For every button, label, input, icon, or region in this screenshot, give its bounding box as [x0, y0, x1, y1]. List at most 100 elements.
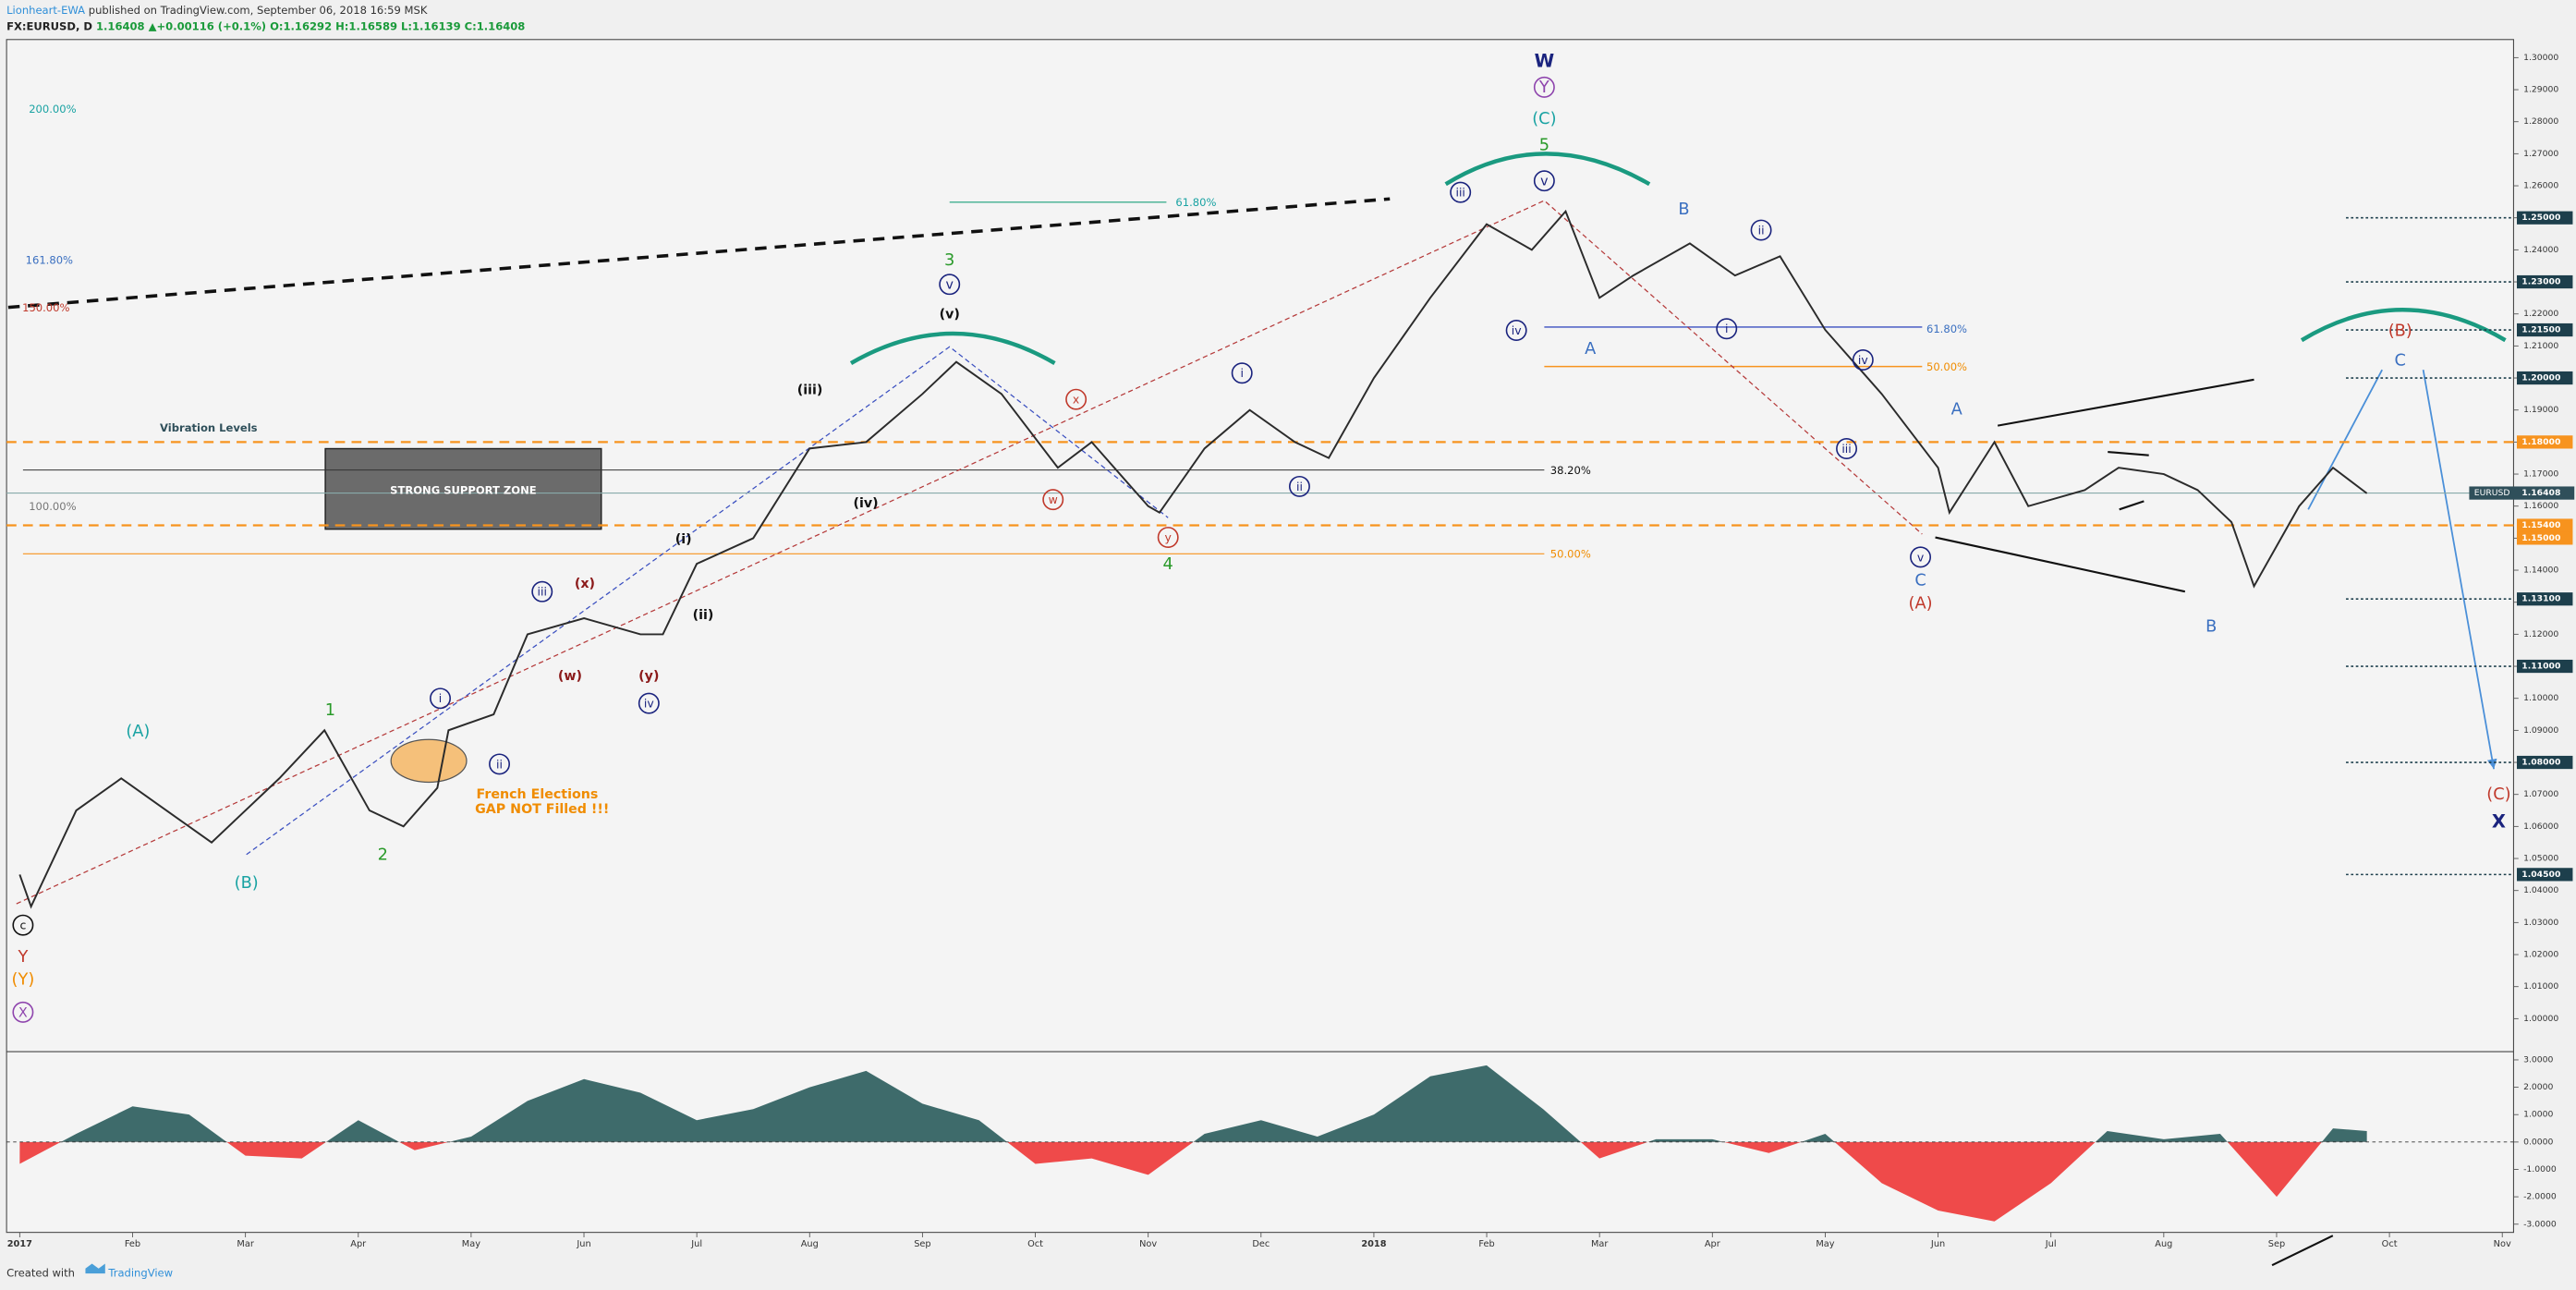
annotation: X: [18, 1005, 28, 1020]
level-box: [2516, 371, 2573, 385]
wave-circle: [1042, 489, 1064, 511]
wave-circle: [1450, 181, 1472, 203]
annotation: iii: [1456, 186, 1465, 200]
drawings: [7, 152, 2506, 1267]
wave-circle: [12, 914, 34, 936]
level-label: 1.20000: [2521, 373, 2560, 383]
x-tick-label: 2017: [7, 1239, 32, 1249]
annotation: iii: [538, 585, 547, 599]
x-tick-label: Nov: [2494, 1239, 2511, 1249]
annotation: x: [1073, 393, 1079, 407]
x-tick-label: Jun: [1930, 1239, 1945, 1249]
annotation: A: [1951, 400, 1962, 420]
level-label: 1.15400: [2521, 520, 2560, 530]
wave-circle: [1065, 388, 1088, 410]
level-label: 1.15000: [2521, 533, 2560, 543]
annotation: (B): [235, 873, 259, 893]
x-tick-label: Aug: [801, 1239, 819, 1249]
annotation: (i): [675, 532, 692, 547]
annotation: (A): [126, 722, 150, 741]
y-tick-label: 1.12000: [2523, 629, 2558, 639]
y-tick-label: -3.0000: [2523, 1219, 2557, 1229]
author[interactable]: Lionheart-EWA: [6, 3, 85, 16]
projection-arrow: [2307, 369, 2494, 769]
y-tick-label: 1.17000: [2523, 469, 2558, 480]
y-tick-label: 1.14000: [2523, 566, 2558, 576]
annotation: 161.80%: [26, 253, 73, 266]
annotation: C: [2395, 350, 2406, 370]
wave-circle: [1716, 318, 1738, 340]
x-tick-label: Aug: [2155, 1239, 2172, 1249]
y-tick-label: 1.24000: [2523, 245, 2558, 255]
y-tick-label: 1.04000: [2523, 885, 2558, 895]
annotation: (y): [638, 669, 659, 684]
annotation: (w): [558, 669, 582, 684]
trend-line: [7, 197, 1391, 310]
level-label: 1.08000: [2521, 758, 2560, 768]
annotation: 150.00%: [22, 301, 69, 314]
annotation: W: [1535, 50, 1555, 71]
annotation: v: [1540, 175, 1548, 189]
level-box: [2516, 518, 2573, 532]
wave-circle: [12, 1001, 34, 1023]
wedge-line: [1935, 378, 2334, 1267]
annotation: v: [1917, 550, 1924, 564]
y-tick-label: 1.22000: [2523, 309, 2558, 319]
y-tick-label: 1.27000: [2523, 149, 2558, 159]
annotation: iv: [1858, 353, 1868, 367]
created-with: Created with: [6, 1267, 75, 1280]
level-box: [2516, 531, 2573, 545]
annotation: v: [946, 278, 954, 293]
level-box: [2516, 592, 2573, 606]
x-tick-label: May: [462, 1239, 480, 1249]
annotation: 200.00%: [29, 103, 76, 116]
header: Lionheart-EWA published on TradingView.c…: [6, 3, 525, 32]
last-price-box: [2469, 486, 2575, 500]
annotation: (B): [2388, 321, 2412, 340]
annotation: (A): [1909, 594, 1933, 614]
level-label: 1.04500: [2521, 870, 2560, 880]
x-tick-label: Jul: [690, 1239, 702, 1249]
annotation: C: [1914, 571, 1926, 590]
annotation: Y: [17, 947, 28, 967]
y-tick-label: 1.01000: [2523, 981, 2558, 992]
level-label: 1.25000: [2521, 213, 2560, 223]
annotation: STRONG SUPPORT ZONE: [390, 483, 537, 496]
y-tick-label: 1.03000: [2523, 918, 2558, 928]
level-label: 1.18000: [2521, 437, 2560, 447]
brand[interactable]: TradingView: [107, 1267, 173, 1280]
y-tick-label: 1.07000: [2523, 789, 2558, 799]
y-tick-label: 1.30000: [2523, 53, 2558, 63]
wave-circle: [430, 688, 451, 710]
x-tick-label: Apr: [1705, 1239, 1721, 1249]
annotation: 1: [325, 700, 335, 720]
x-tick-label: Feb: [1478, 1239, 1494, 1249]
level-box: [2516, 659, 2573, 674]
change: +0.00116 (+0.1%): [157, 19, 267, 32]
gap-marker: [390, 738, 468, 784]
wave-circle: [1231, 362, 1253, 384]
wave-circle: [1836, 438, 1858, 459]
close: C:1.16408: [465, 19, 526, 32]
annotation: 50.00%: [1926, 360, 1967, 373]
wave-circle: [1852, 349, 1874, 371]
level-label: 1.11000: [2521, 662, 2560, 672]
annotation: A: [1585, 339, 1596, 359]
x-tick-label: Sep: [914, 1239, 930, 1249]
level-box: [2516, 868, 2573, 882]
annotation: ii: [1758, 223, 1765, 237]
annotation: w: [1049, 493, 1058, 506]
level-box: [2516, 755, 2573, 770]
y-tick-label: 1.02000: [2523, 950, 2558, 960]
svg-text:Lionheart-EWA published on Tra: Lionheart-EWA published on TradingView.c…: [6, 3, 428, 16]
wave-circle: [1505, 320, 1527, 341]
annotation: 2: [378, 846, 388, 865]
last-price-label: 1.16408: [2521, 488, 2560, 498]
annotation: ii: [1296, 480, 1303, 493]
symbol: FX:EURUSD, D: [6, 19, 92, 32]
channel-line: [16, 200, 1923, 905]
annotation: Vibration Levels: [160, 421, 258, 434]
x-tick-label: Sep: [2268, 1239, 2285, 1249]
x-tick-label: Apr: [350, 1239, 367, 1249]
